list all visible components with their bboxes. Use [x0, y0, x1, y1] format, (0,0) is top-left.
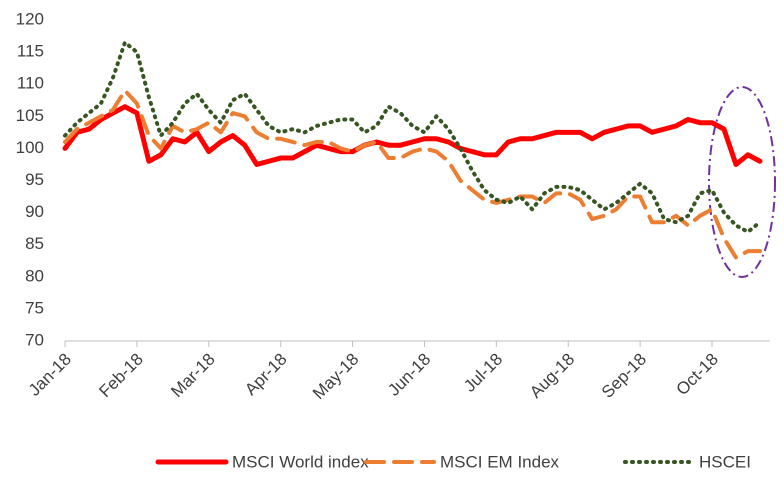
- x-tick-label: Jul-18: [460, 350, 506, 396]
- y-tick-label: 85: [25, 234, 44, 253]
- x-tick-label: Aug-18: [526, 350, 578, 402]
- legend-label: MSCI EM Index: [440, 452, 560, 471]
- y-tick-label: 100: [16, 138, 44, 157]
- legend-label: MSCI World index: [232, 452, 369, 471]
- x-tick-label: Jan-18: [25, 350, 75, 400]
- highlight-ellipse: [708, 86, 776, 278]
- y-tick-label: 80: [25, 266, 44, 285]
- legend-label: HSCEI: [699, 452, 751, 471]
- y-tick-label: 75: [25, 298, 44, 317]
- y-tick-label: 95: [25, 170, 44, 189]
- series-line: [63, 88, 762, 260]
- y-tick-label: 120: [16, 9, 44, 28]
- x-tick-label: Feb-18: [95, 350, 147, 402]
- y-tick-label: 110: [17, 74, 44, 93]
- x-tick-label: Mar-18: [167, 350, 219, 402]
- x-tick-label: Sep-18: [598, 350, 650, 402]
- series-line: [63, 40, 762, 234]
- series-line: [62, 104, 763, 167]
- x-tick-label: Apr-18: [241, 350, 291, 400]
- y-tick-label: 90: [25, 202, 44, 221]
- x-tick-label: May-18: [309, 350, 363, 404]
- y-tick-label: 105: [16, 106, 44, 125]
- x-tick-label: Oct-18: [672, 350, 722, 400]
- y-tick-label: 115: [17, 42, 44, 61]
- y-tick-label: 70: [25, 330, 44, 349]
- x-tick-label: Jun-18: [384, 350, 434, 400]
